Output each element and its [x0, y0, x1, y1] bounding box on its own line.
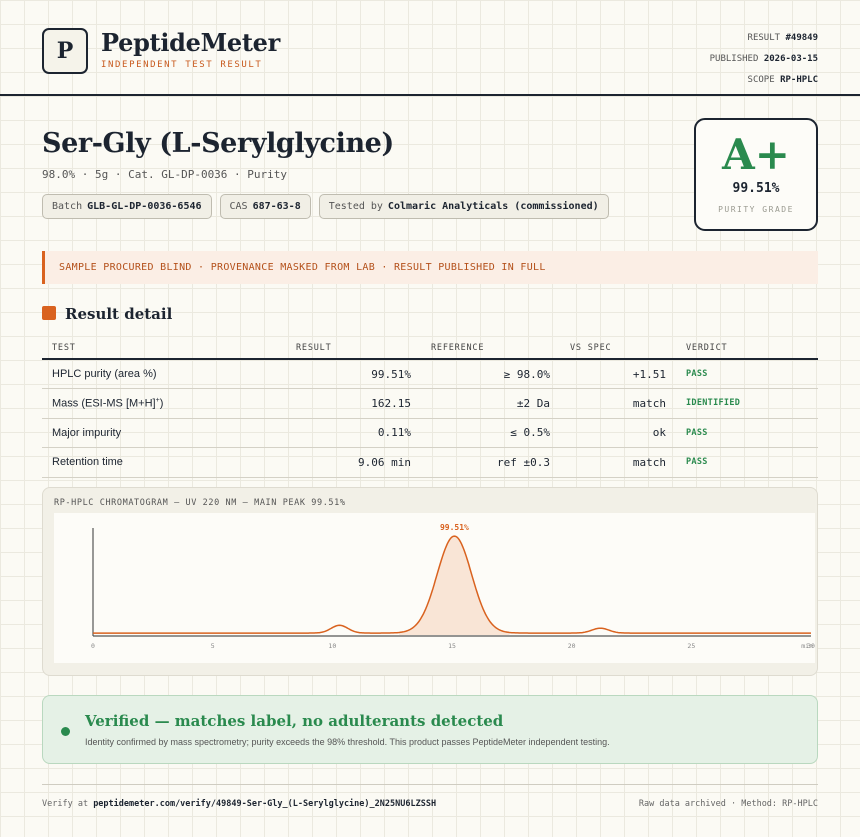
test-result: 162.15 — [286, 388, 421, 419]
result-table: TEST RESULT REFERENCE VS SPEC VERDICT HP… — [42, 338, 818, 478]
brand-subtitle: INDEPENDENT TEST RESULT — [101, 60, 263, 70]
published-date: PUBLISHED 2026-03-15 — [709, 54, 818, 64]
test-reference: ref ±0.3 — [421, 447, 560, 478]
test-name: Mass (ESI-MS [M+H]+) — [42, 388, 286, 419]
x-tick-label: 30 — [807, 642, 815, 650]
batch-chip: Batch GLB-GL-DP-0036-6546 — [42, 194, 212, 219]
table-header-row: TEST RESULT REFERENCE VS SPEC VERDICT — [42, 338, 818, 360]
brand-logo: P — [42, 28, 88, 74]
test-vs-spec: match — [560, 447, 676, 478]
chromatogram-trace — [93, 535, 811, 634]
x-tick-label: 20 — [568, 642, 576, 650]
col-test: TEST — [42, 338, 286, 360]
section-marker — [42, 306, 56, 320]
x-unit-label: min — [801, 642, 813, 650]
x-tick-label: 10 — [328, 642, 336, 650]
test-name: Retention time — [42, 447, 286, 478]
table-row: Retention time 9.06 min ref ±0.3 match P… — [42, 447, 818, 478]
test-verdict: PASS — [676, 447, 818, 478]
product-title: Ser-Gly (L-Serylglycine) — [42, 128, 394, 159]
test-vs-spec: +1.51 — [560, 359, 676, 389]
table-row: Major impurity 0.11% ≤ 0.5% ok PASS — [42, 418, 818, 448]
x-tick-label: 5 — [211, 642, 215, 650]
result-id: RESULT #49849 — [747, 33, 818, 43]
table-row: HPLC purity (area %) 99.51% ≥ 98.0% +1.5… — [42, 359, 818, 389]
col-vs-spec: VS SPEC — [560, 338, 676, 360]
section-title: Result detail — [65, 305, 173, 323]
test-result: 99.51% — [286, 359, 421, 389]
x-tick-label: 15 — [448, 642, 456, 650]
verified-subtitle: Identity confirmed by mass spectrometry;… — [85, 737, 610, 747]
test-result: 9.06 min — [286, 447, 421, 478]
test-name: Major impurity — [42, 418, 286, 448]
chromatogram-panel: RP-HPLC CHROMATOGRAM — UV 220 NM — MAIN … — [42, 487, 818, 676]
tested-by-chip: Tested by Colmaric Analyticals (commissio… — [318, 194, 609, 219]
test-reference: ≥ 98.0% — [421, 359, 560, 389]
verified-title: Verified — matches label, no adulterants… — [85, 712, 504, 730]
test-verdict: PASS — [676, 418, 818, 448]
footer-method: Raw data archived · Method: RP-HPLC — [638, 799, 818, 809]
test-verdict: IDENTIFIED — [676, 388, 818, 419]
col-reference: REFERENCE — [421, 338, 560, 360]
footer-divider — [42, 784, 818, 785]
chromatogram-plot: 99.51% 0 5 10 15 20 25 30 min — [54, 513, 815, 663]
table-row: Mass (ESI-MS [M+H]+) 162.15 ±2 Da match … — [42, 388, 818, 419]
report-header: P PeptideMeter INDEPENDENT TEST RESULT R… — [0, 0, 860, 96]
verified-banner: Verified — matches label, no adulterants… — [42, 695, 818, 764]
cas-chip: CAS 687-63-8 — [219, 194, 311, 219]
test-vs-spec: match — [560, 388, 676, 419]
chromatogram-title: RP-HPLC CHROMATOGRAM — UV 220 NM — MAIN … — [54, 498, 346, 508]
test-result: 0.11% — [286, 418, 421, 448]
product-chips: Batch GLB-GL-DP-0036-6546 CAS 687-63-8 Tes… — [42, 194, 609, 219]
test-reference: ±2 Da — [421, 388, 560, 419]
col-result: RESULT — [286, 338, 421, 360]
x-tick-label: 0 — [91, 642, 95, 650]
main-peak-label: 99.51% — [440, 523, 469, 532]
grade-value: 99.51% — [732, 181, 780, 196]
verified-dot-icon — [61, 727, 70, 736]
test-verdict: PASS — [676, 359, 818, 389]
grade-letter: A+ — [722, 130, 790, 179]
col-verdict: VERDICT — [676, 338, 818, 360]
grade-label: PURITY GRADE — [718, 205, 794, 214]
test-vs-spec: ok — [560, 418, 676, 448]
verify-link[interactable]: Verify at peptidemeter.com/verify/49849-… — [42, 799, 437, 809]
x-tick-label: 25 — [687, 642, 695, 650]
purity-grade-card: A+ 99.51% PURITY GRADE — [694, 118, 818, 231]
product-subline: 98.0% · 5g · Cat. GL-DP-0036 · Purity — [42, 168, 288, 181]
brand-name: PeptideMeter — [101, 28, 280, 57]
test-name: HPLC purity (area %) — [42, 359, 286, 389]
scope: SCOPE RP-HPLC — [747, 75, 818, 85]
main-peak-fill — [399, 536, 510, 635]
report-meta: RESULT #49849 PUBLISHED 2026-03-15 SCOPE… — [710, 28, 818, 91]
test-reference: ≤ 0.5% — [421, 418, 560, 448]
procurement-notice: SAMPLE PROCURED BLIND · PROVENANCE MASKE… — [42, 251, 818, 284]
